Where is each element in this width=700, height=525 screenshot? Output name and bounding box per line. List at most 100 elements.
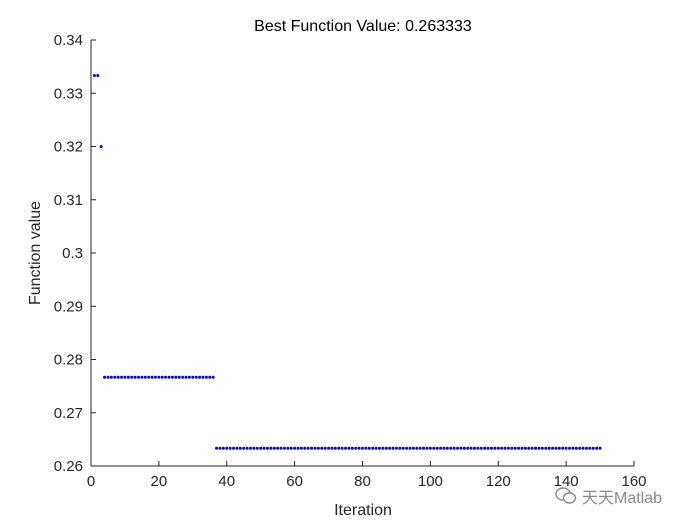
data-point — [147, 375, 151, 379]
y-tick-label: 0.32 — [54, 139, 83, 156]
data-point — [303, 446, 307, 450]
data-point — [350, 446, 354, 450]
data-point — [153, 375, 157, 379]
x-tick-label: 20 — [151, 473, 168, 490]
data-point — [547, 446, 551, 450]
data-point — [513, 446, 517, 450]
data-point — [462, 446, 466, 450]
data-point — [432, 446, 436, 450]
data-point — [116, 375, 120, 379]
data-point — [435, 446, 439, 450]
data-point — [571, 446, 575, 450]
data-point — [272, 446, 276, 450]
data-point — [588, 446, 592, 450]
data-point — [394, 446, 398, 450]
data-point — [137, 375, 141, 379]
data-point — [269, 446, 273, 450]
data-point — [445, 446, 449, 450]
data-point — [201, 375, 205, 379]
data-point — [527, 446, 531, 450]
data-point — [489, 446, 493, 450]
data-point — [357, 446, 361, 450]
data-point — [401, 446, 405, 450]
data-point — [310, 446, 314, 450]
data-point — [388, 446, 392, 450]
data-point — [500, 446, 504, 450]
data-point — [96, 74, 100, 78]
data-point — [408, 446, 412, 450]
data-point — [126, 375, 130, 379]
data-point — [479, 446, 483, 450]
data-point — [367, 446, 371, 450]
data-point — [177, 375, 181, 379]
data-point — [530, 446, 534, 450]
data-point — [191, 375, 195, 379]
x-tick-label: 100 — [418, 473, 443, 490]
data-point — [371, 446, 375, 450]
x-tick-label: 160 — [621, 473, 646, 490]
data-point — [506, 446, 510, 450]
data-point — [344, 446, 348, 450]
data-point — [265, 446, 269, 450]
data-point — [544, 446, 548, 450]
x-axis: 0 20 40 60 80 100 120 140 160 — [87, 461, 647, 490]
y-tick-label: 0.28 — [54, 352, 83, 369]
data-point — [323, 446, 327, 450]
wechat-icon — [555, 487, 577, 504]
data-point — [520, 446, 524, 450]
data-point — [327, 446, 331, 450]
data-point — [493, 446, 497, 450]
data-point — [198, 375, 202, 379]
data-point — [564, 446, 568, 450]
data-point — [208, 375, 212, 379]
data-point — [296, 446, 300, 450]
data-point — [551, 446, 555, 450]
data-point — [439, 446, 443, 450]
data-point — [218, 446, 222, 450]
data-point — [377, 446, 381, 450]
data-point — [259, 446, 263, 450]
data-point — [320, 446, 324, 450]
data-point — [517, 446, 521, 450]
data-point — [103, 375, 107, 379]
data-point — [411, 446, 415, 450]
data-point — [598, 446, 602, 450]
data-point — [483, 446, 487, 450]
data-point — [581, 446, 585, 450]
data-point — [459, 446, 463, 450]
data-point — [109, 375, 113, 379]
x-tick-label: 80 — [354, 473, 371, 490]
data-point — [245, 446, 249, 450]
data-point — [299, 446, 303, 450]
data-point — [452, 446, 456, 450]
data-point — [279, 446, 283, 450]
data-point — [472, 446, 476, 450]
x-axis-label: Iteration — [334, 502, 392, 519]
data-point — [523, 446, 527, 450]
data-point — [228, 446, 232, 450]
data-point — [225, 446, 229, 450]
data-point — [476, 446, 480, 450]
data-point — [381, 446, 385, 450]
data-point — [242, 446, 246, 450]
data-point — [340, 446, 344, 450]
y-axis: 0.26 0.27 0.28 0.29 0.3 0.31 0.32 0.33 0.34 — [54, 32, 96, 475]
data-point — [235, 446, 239, 450]
data-point — [510, 446, 514, 450]
data-point — [415, 446, 419, 450]
data-point — [428, 446, 432, 450]
y-tick-label: 0.33 — [54, 85, 83, 102]
data-point — [106, 375, 110, 379]
data-point — [405, 446, 409, 450]
data-point — [174, 375, 178, 379]
data-point — [534, 446, 538, 450]
data-point — [595, 446, 599, 450]
data-point — [293, 446, 297, 450]
data-point — [469, 446, 473, 450]
data-point — [113, 375, 117, 379]
data-point — [160, 375, 164, 379]
data-point — [211, 375, 215, 379]
data-point — [143, 375, 147, 379]
data-point — [466, 446, 470, 450]
data-point — [99, 145, 103, 148]
